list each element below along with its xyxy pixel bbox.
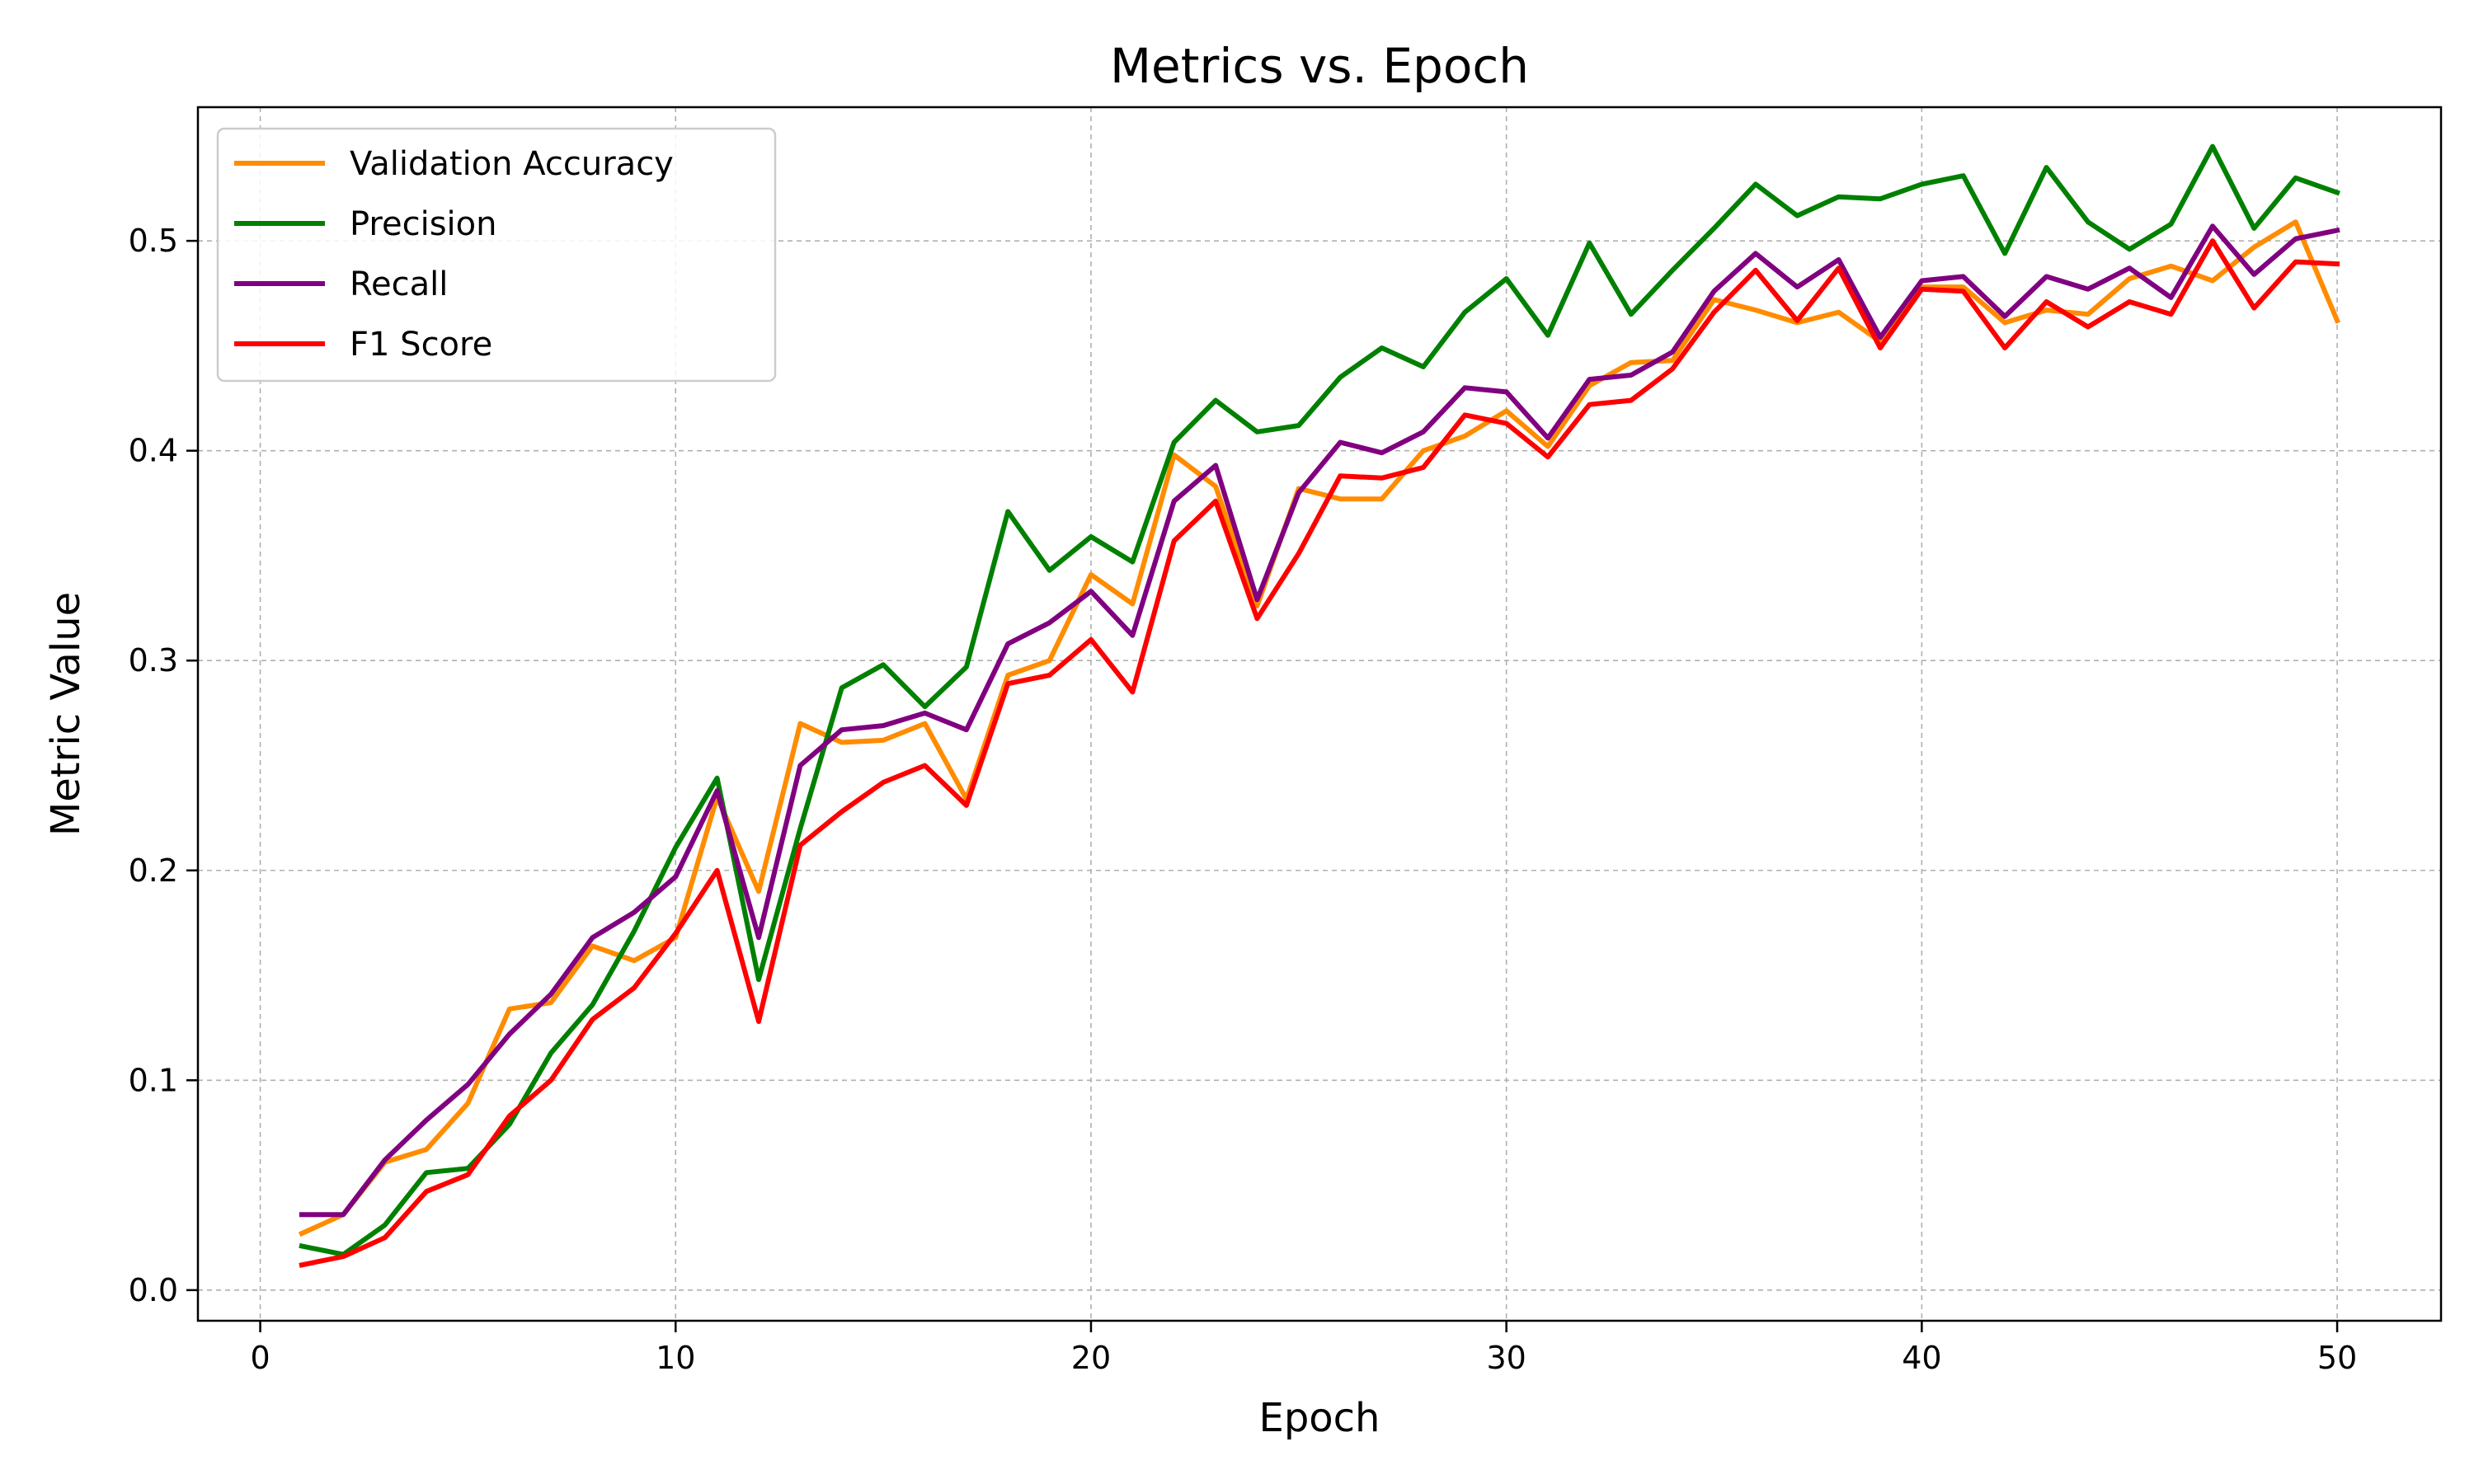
series-lines [298,143,2341,1268]
y-tick-label: 0.3 [129,642,178,679]
series-line-precision [299,143,2340,1257]
y-tick-label: 0.2 [129,852,178,889]
axis-ticks: 0 10 20 30 40 50 0.0 0.1 0.2 0.3 0.4 0.5 [129,223,2358,1376]
x-tick-label: 0 [250,1340,270,1376]
series-line-validation-accuracy [298,219,2341,1237]
legend-label-f1-score: F1 Score [350,326,492,364]
series-line-recall [299,223,2340,1218]
x-axis-label: Epoch [1259,1395,1380,1441]
series-line-f1-score [299,238,2340,1268]
x-tick-label: 20 [1071,1340,1111,1376]
y-tick-label: 0.5 [129,223,178,259]
legend-box [216,127,777,383]
chart-title: Metrics vs. Epoch [1110,38,1529,94]
x-tick-label: 40 [1902,1340,1941,1376]
x-tick-label: 30 [1486,1340,1526,1376]
legend: Validation Accuracy Precision Recall F1 … [216,127,777,383]
y-tick-label: 0.4 [129,433,178,469]
legend-label-precision: Precision [350,205,496,243]
plot-frame [196,106,2443,1322]
legend-label-validation-accuracy: Validation Accuracy [350,145,674,183]
x-tick-label: 50 [2317,1340,2357,1376]
legend-label-recall: Recall [350,265,448,303]
y-tick-label: 0.0 [129,1272,178,1308]
x-tick-label: 10 [656,1340,695,1376]
y-tick-label: 0.1 [129,1062,178,1098]
y-axis-label: Metric Value [43,592,89,836]
